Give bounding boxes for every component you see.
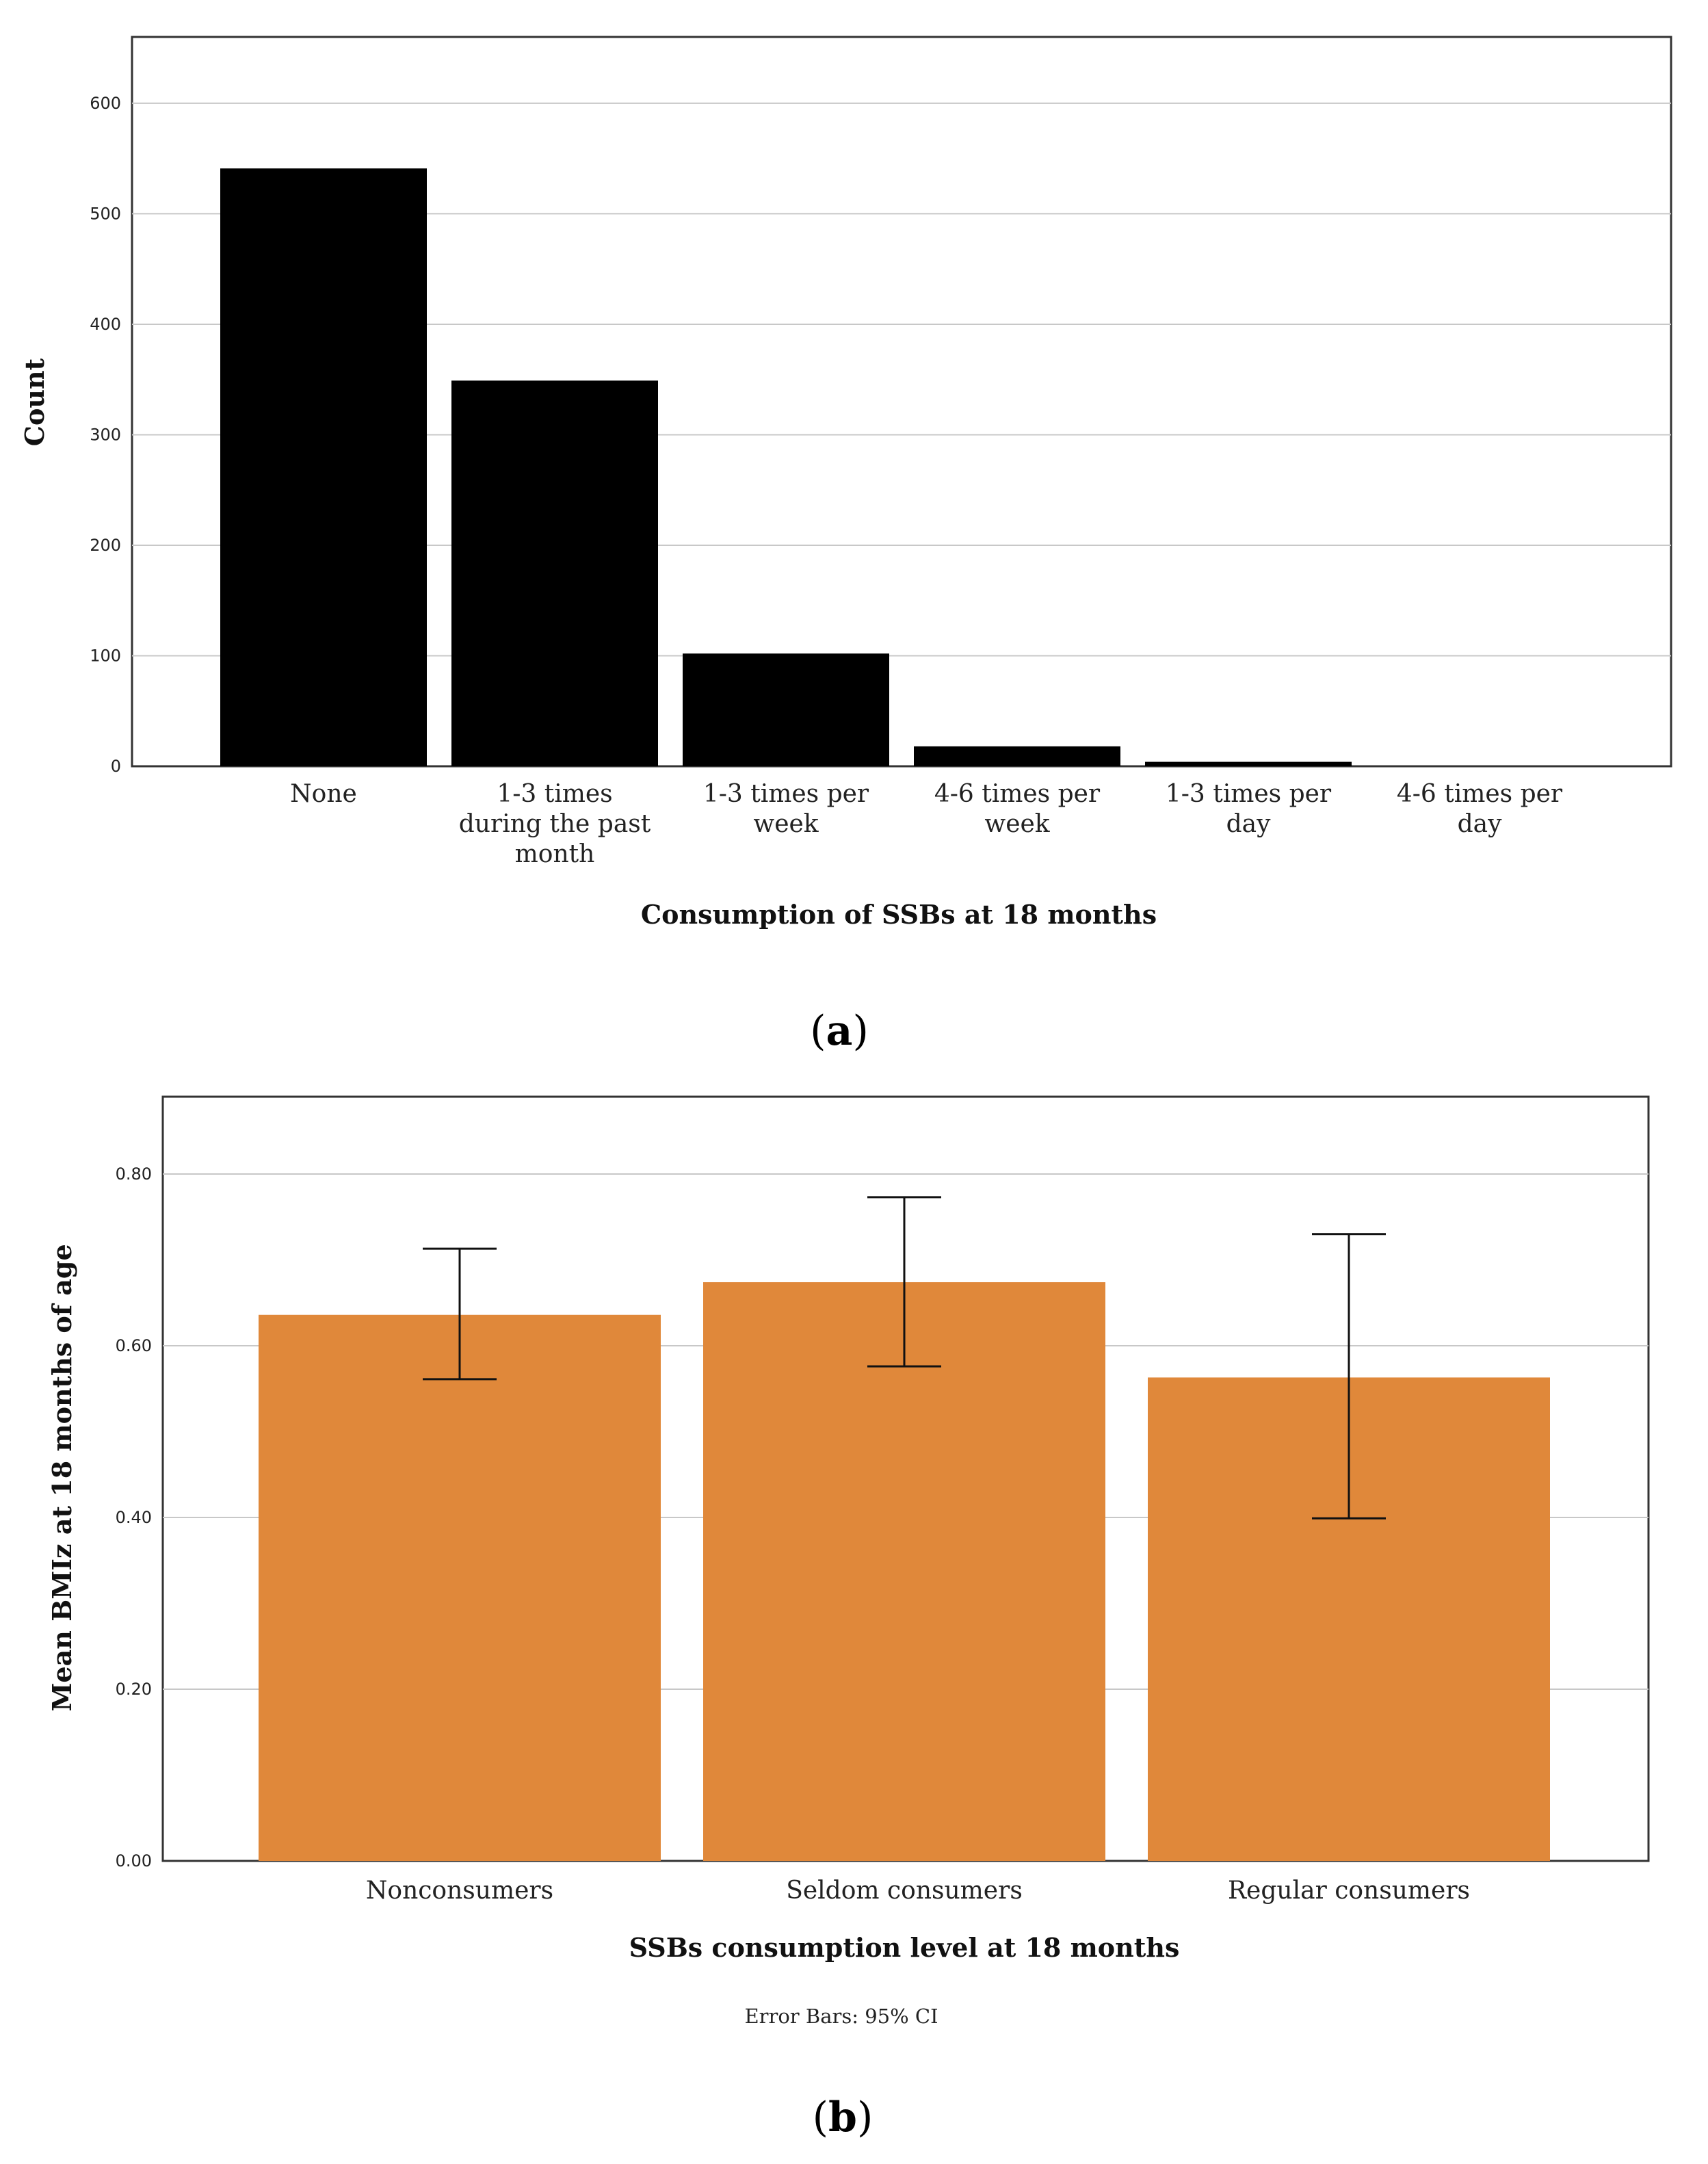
panel-a-y-tick-label: 600 <box>90 94 121 113</box>
panel-b-bar <box>259 1314 661 1861</box>
panel-a-y-tick-label: 400 <box>90 315 121 334</box>
panel-b-error-bar <box>423 1247 497 1381</box>
panel-a-label-letter: a <box>826 1007 853 1055</box>
panel-b-error-bar-note: Error Bars: 95% CI <box>744 2005 938 2028</box>
panel-a-y-axis-title: Count <box>19 358 50 446</box>
panel-a-x-tick-line: day <box>1458 810 1503 838</box>
panel-a-plot-frame <box>131 36 1672 768</box>
panel-a-x-tick-line: during the past <box>459 810 651 838</box>
panel-b-x-tick-label: Seldom consumers <box>786 1877 1023 1905</box>
panel-b-chart: 0.00 0.20 0.40 0.60 0.80 Nonconsumers Seldom … <box>47 1095 1650 2141</box>
panel-b-y-tick-label: 0.60 <box>116 1336 152 1355</box>
panel-b-error-bar <box>1312 1233 1386 1520</box>
panel-b-label-open: ( <box>813 2094 828 2141</box>
panel-a-label: (a) <box>810 1007 869 1055</box>
panel-a-bar <box>451 380 658 766</box>
panel-b-x-tick-labels: Nonconsumers Seldom consumers Regular cons… <box>366 1877 1470 1905</box>
panel-a-x-tick-line: 1-3 times <box>497 780 612 808</box>
panel-a-label-open: ( <box>810 1007 826 1055</box>
panel-a-bar <box>683 653 889 766</box>
panel-a-x-tick-label: 4-6 times per week <box>934 780 1101 838</box>
panel-b-y-tick-label: 0.80 <box>116 1164 152 1184</box>
panel-b-label-letter: b <box>828 2094 857 2141</box>
panel-a-label-close: ) <box>852 1007 868 1055</box>
panel-a-y-tick-label: 300 <box>90 425 121 444</box>
panel-a-x-tick-line: None <box>290 780 357 808</box>
panel-a-x-tick-line: 1-3 times per <box>703 780 869 808</box>
panel-b-label-close: ) <box>857 2094 873 2141</box>
panel-b-error-bars <box>423 1196 1386 1520</box>
panel-b-bar <box>703 1282 1105 1861</box>
panel-a-x-tick-line: 1-3 times per <box>1166 780 1332 808</box>
panel-b-y-tick-labels: 0.00 0.20 0.40 0.60 0.80 <box>116 1164 152 1870</box>
panel-b-y-axis-title: Mean BMIz at 18 months of age <box>47 1244 77 1711</box>
panel-a-x-tick-line: week <box>753 810 819 838</box>
panel-a-y-tick-labels: 0 100 200 300 400 500 600 <box>90 94 121 776</box>
panel-a-x-tick-line: day <box>1226 810 1272 838</box>
panel-a-x-tick-label: 1-3 times during the past month <box>459 780 651 868</box>
panel-a-x-tick-line: week <box>984 810 1050 838</box>
panel-b-x-tick-label: Nonconsumers <box>366 1877 553 1905</box>
panel-b-y-tick-label: 0.20 <box>116 1680 152 1699</box>
panel-a-x-tick-line: month <box>515 840 595 868</box>
panel-a-y-tick-label: 500 <box>90 204 121 223</box>
panel-a-y-tick-label: 0 <box>111 757 121 776</box>
panel-b-bars <box>259 1282 1550 1861</box>
panel-a-chart: 0 100 200 300 400 500 600 None 1-3 times during … <box>19 36 1672 1055</box>
panel-a-x-axis-title: Consumption of SSBs at 18 months <box>641 899 1157 930</box>
panel-a-bars <box>220 168 1352 767</box>
panel-b-label: (b) <box>813 2094 873 2141</box>
panel-a-x-tick-line: 4-6 times per <box>934 780 1101 808</box>
panel-a-y-tick-label: 100 <box>90 646 121 665</box>
panel-a-x-tick-label: None <box>290 780 357 808</box>
panel-b-x-tick-label: Regular consumers <box>1228 1877 1470 1905</box>
panel-a-y-tick-label: 200 <box>90 536 121 555</box>
panel-a-x-tick-label: 1-3 times per week <box>703 780 869 838</box>
panel-b-error-bar <box>867 1196 941 1368</box>
panel-a-x-tick-label: 1-3 times per day <box>1166 780 1332 838</box>
panel-b-y-tick-label: 0.40 <box>116 1508 152 1527</box>
panel-a-x-tick-line: 4-6 times per <box>1397 780 1563 808</box>
panel-a-x-tick-label: 4-6 times per day <box>1397 780 1563 838</box>
panel-a-bar <box>914 746 1120 766</box>
panel-a-bar <box>220 168 427 767</box>
panel-a-bar <box>1145 761 1352 766</box>
panel-b-y-tick-label: 0.00 <box>116 1851 152 1870</box>
panel-b-x-axis-title: SSBs consumption level at 18 months <box>629 1932 1180 1963</box>
